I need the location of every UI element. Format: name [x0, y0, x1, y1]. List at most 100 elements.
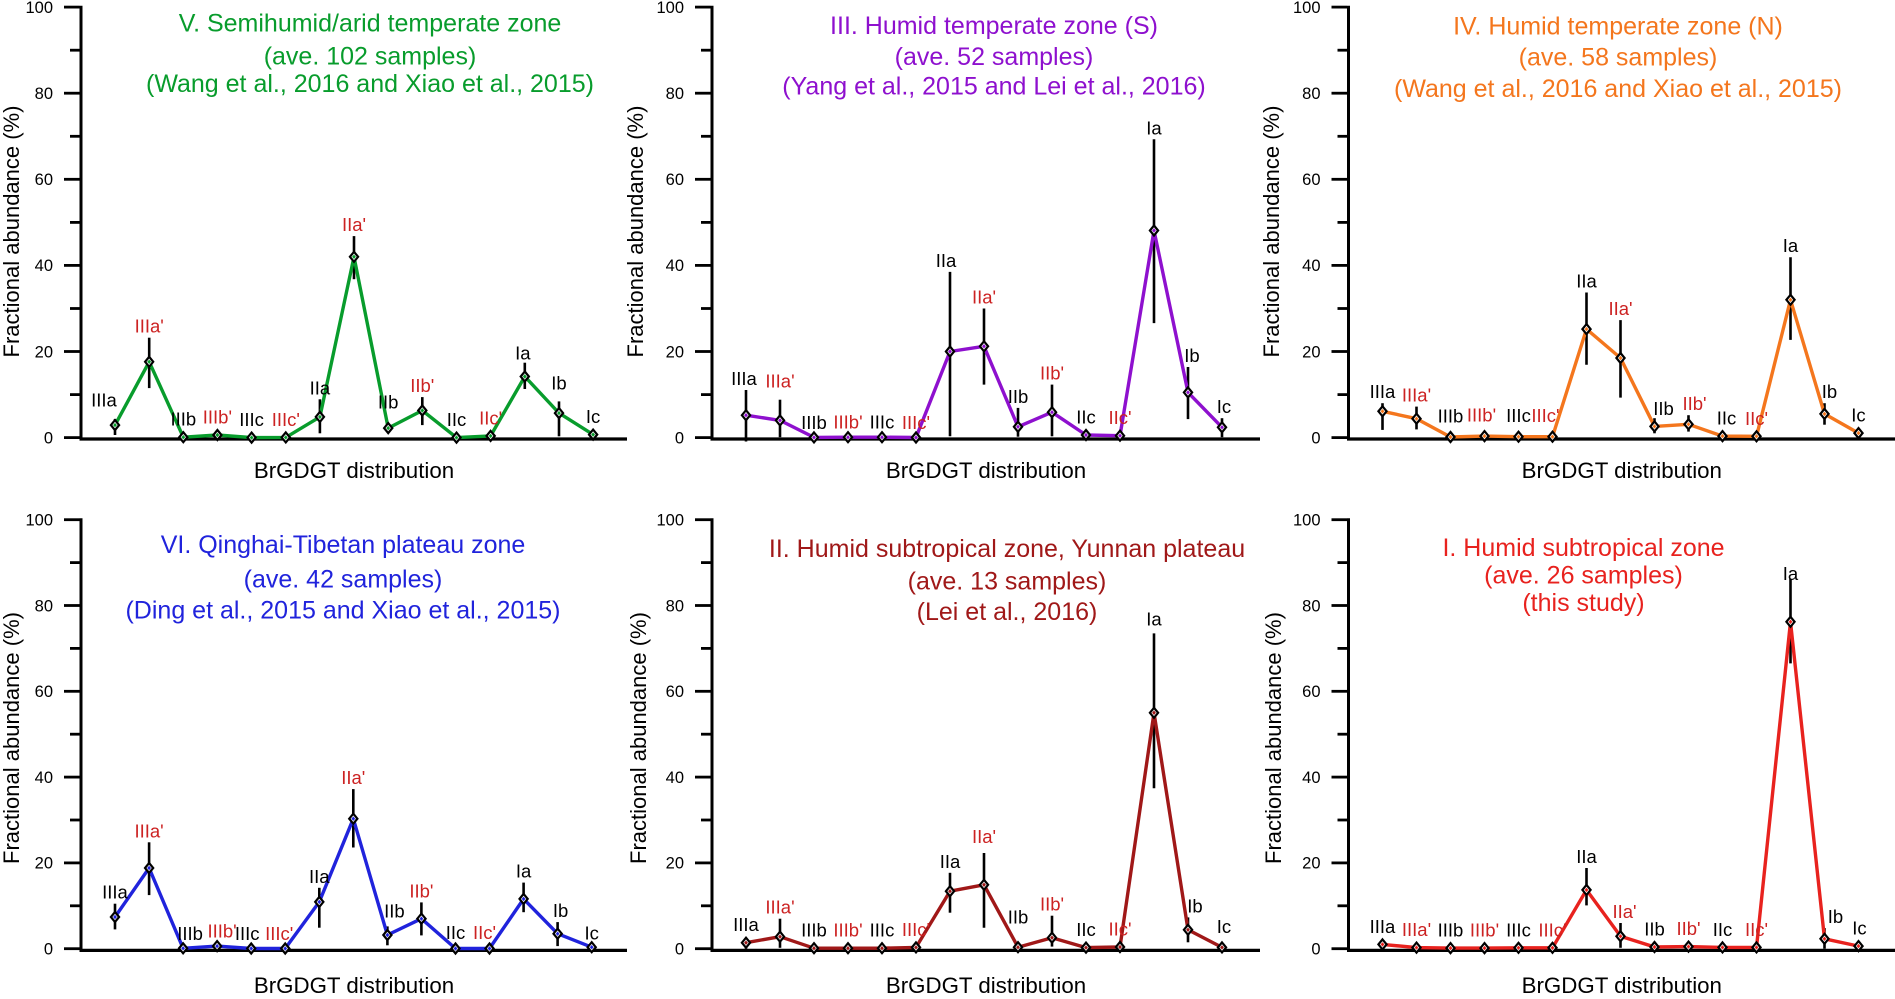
svg-text:IIc: IIc: [1076, 407, 1096, 428]
svg-text:80: 80: [1302, 85, 1320, 103]
svg-text:IIIc: IIIc: [1506, 405, 1531, 426]
svg-text:IIc: IIc: [446, 922, 466, 943]
svg-text:Ia: Ia: [1783, 235, 1799, 256]
svg-text:Fractional abundance (%): Fractional abundance (%): [0, 612, 24, 864]
svg-text:IIIb': IIIb': [833, 412, 862, 433]
svg-text:I. Humid subtropical zone: I. Humid subtropical zone: [1442, 534, 1724, 562]
svg-text:IIIb': IIIb': [833, 920, 862, 941]
svg-text:IIb: IIb: [384, 900, 405, 921]
svg-text:40: 40: [1302, 257, 1320, 275]
svg-text:IIIb': IIIb': [203, 407, 232, 428]
svg-text:Fractional abundance (%): Fractional abundance (%): [0, 106, 24, 358]
svg-text:IIb: IIb: [1644, 919, 1665, 940]
svg-text:IIIc': IIIc': [902, 919, 930, 940]
svg-text:80: 80: [666, 85, 684, 103]
svg-text:0: 0: [1311, 429, 1320, 447]
svg-text:Fractional abundance (%): Fractional abundance (%): [623, 106, 648, 358]
svg-text:Fractional abundance (%): Fractional abundance (%): [1259, 106, 1284, 358]
svg-text:IIc: IIc: [1717, 408, 1737, 429]
svg-text:IIIa: IIIa: [91, 390, 117, 411]
svg-text:Ib: Ib: [1187, 895, 1202, 916]
svg-text:Ib: Ib: [1822, 381, 1837, 402]
svg-text:40: 40: [666, 257, 684, 275]
svg-text:IIIc: IIIc: [235, 923, 260, 944]
svg-text:IIIc': IIIc': [265, 923, 293, 944]
svg-text:0: 0: [1311, 941, 1320, 959]
svg-text:IIIb: IIIb: [170, 409, 196, 430]
svg-text:BrGDGT distribution: BrGDGT distribution: [1522, 458, 1722, 483]
svg-text:Ib: Ib: [553, 900, 568, 921]
svg-text:20: 20: [35, 855, 53, 873]
svg-text:40: 40: [666, 769, 684, 787]
svg-text:IIa': IIa': [972, 287, 996, 308]
svg-text:IV. Humid temperate zone (N): IV. Humid temperate zone (N): [1453, 13, 1783, 41]
svg-text:60: 60: [1302, 683, 1320, 701]
svg-text:100: 100: [656, 512, 684, 530]
svg-text:IIc: IIc: [1076, 919, 1096, 940]
svg-text:IIa: IIa: [1576, 271, 1597, 292]
svg-text:IIa: IIa: [309, 866, 330, 887]
svg-text:IIIa': IIIa': [1402, 919, 1431, 940]
svg-text:IIIb: IIIb: [1438, 406, 1464, 427]
svg-text:IIb': IIb': [410, 375, 434, 396]
svg-text:(ave. 42 samples): (ave. 42 samples): [244, 566, 443, 594]
svg-text:IIa: IIa: [1576, 846, 1597, 867]
svg-text:IIIb': IIIb': [1467, 405, 1496, 426]
svg-text:Ic: Ic: [586, 406, 600, 427]
svg-text:60: 60: [666, 683, 684, 701]
svg-text:IIb: IIb: [1653, 398, 1674, 419]
svg-text:(Yang et al., 2015 and Lei et: (Yang et al., 2015 and Lei et al., 2016): [782, 73, 1205, 101]
svg-text:0: 0: [44, 429, 53, 447]
svg-text:Ib: Ib: [551, 372, 566, 393]
svg-text:Ib: Ib: [1828, 906, 1843, 927]
svg-text:IIIa': IIIa': [135, 316, 164, 337]
svg-text:(ave. 26 samples): (ave. 26 samples): [1484, 562, 1683, 590]
svg-text:Fractional abundance (%): Fractional abundance (%): [1261, 612, 1286, 864]
svg-text:IIb: IIb: [1008, 907, 1029, 928]
svg-text:IIa': IIa': [342, 214, 366, 235]
svg-text:0: 0: [675, 429, 684, 447]
svg-text:Ic: Ic: [1852, 918, 1866, 939]
svg-text:(ave. 52 samples): (ave. 52 samples): [895, 43, 1094, 71]
svg-text:IIc': IIc': [1745, 919, 1768, 940]
svg-text:100: 100: [25, 512, 53, 530]
svg-text:IIIb': IIIb': [1470, 920, 1499, 941]
svg-text:IIIa: IIIa: [1370, 916, 1396, 937]
svg-text:Ic: Ic: [1217, 916, 1231, 937]
svg-text:(Wang et al., 2016 and Xiao et: (Wang et al., 2016 and Xiao et al., 2015…: [1394, 75, 1842, 103]
svg-text:IIb: IIb: [1008, 386, 1029, 407]
svg-text:80: 80: [666, 597, 684, 615]
svg-text:40: 40: [35, 769, 53, 787]
svg-text:(Lei et al., 2016): (Lei et al., 2016): [917, 598, 1098, 626]
svg-text:20: 20: [1302, 855, 1320, 873]
svg-text:IIb': IIb': [1682, 393, 1706, 414]
svg-text:Fractional abundance (%): Fractional abundance (%): [626, 612, 651, 864]
svg-text:IIa': IIa': [341, 767, 365, 788]
svg-text:60: 60: [1302, 171, 1320, 189]
svg-text:IIb': IIb': [409, 880, 433, 901]
svg-text:BrGDGT distribution: BrGDGT distribution: [886, 458, 1086, 483]
svg-text:IIIa': IIIa': [765, 897, 794, 918]
svg-text:IIc: IIc: [447, 409, 467, 430]
svg-text:20: 20: [666, 855, 684, 873]
svg-text:IIb': IIb': [1040, 894, 1064, 915]
svg-text:100: 100: [1293, 0, 1321, 17]
svg-text:IIIa': IIIa': [1402, 385, 1431, 406]
svg-text:IIIc': IIIc': [1531, 405, 1559, 426]
svg-text:II. Humid subtropical zone, Yu: II. Humid subtropical zone, Yunnan plate…: [769, 535, 1245, 563]
svg-text:IIa: IIa: [936, 250, 957, 271]
svg-text:(Wang et al., 2016 and Xiao et: (Wang et al., 2016 and Xiao et al., 2015…: [146, 70, 594, 98]
svg-text:IIa': IIa': [972, 826, 996, 847]
svg-text:IIIc: IIIc: [870, 920, 895, 941]
svg-text:(ave. 58 samples): (ave. 58 samples): [1519, 44, 1718, 72]
svg-text:IIIa: IIIa: [102, 882, 128, 903]
svg-text:BrGDGT distribution: BrGDGT distribution: [1522, 973, 1722, 998]
svg-text:80: 80: [35, 597, 53, 615]
svg-text:V. Semihumid/arid temperate zo: V. Semihumid/arid temperate zone: [179, 10, 562, 38]
svg-text:IIIc': IIIc': [902, 412, 930, 433]
svg-text:BrGDGT distribution: BrGDGT distribution: [254, 973, 454, 998]
svg-text:Ic: Ic: [1217, 396, 1231, 417]
svg-text:Ia: Ia: [1146, 117, 1162, 138]
svg-text:IIb': IIb': [1676, 918, 1700, 939]
svg-text:IIIa': IIIa': [765, 371, 794, 392]
